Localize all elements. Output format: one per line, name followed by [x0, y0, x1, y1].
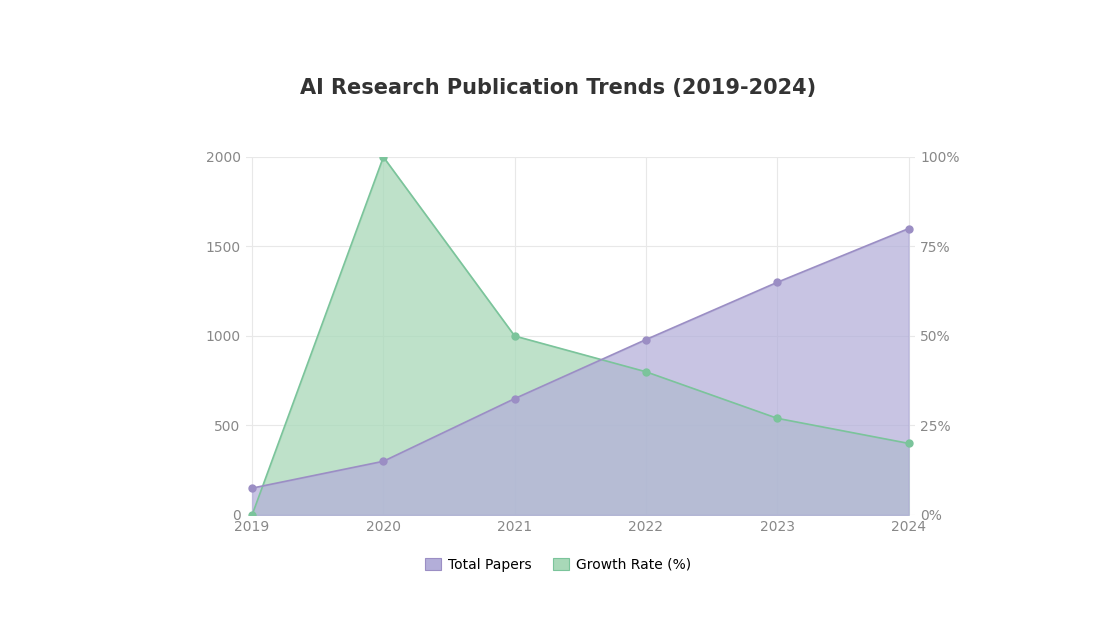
Point [637, 335, 655, 345]
Point [637, 367, 655, 377]
Point [899, 438, 917, 448]
Point [375, 152, 393, 162]
Point [768, 413, 786, 423]
Text: AI Research Publication Trends (2019-2024): AI Research Publication Trends (2019-202… [300, 78, 816, 98]
Point [243, 483, 261, 493]
Legend: Total Papers, Growth Rate (%): Total Papers, Growth Rate (%) [418, 552, 698, 577]
Point [375, 456, 393, 466]
Point [768, 277, 786, 287]
Point [506, 394, 523, 404]
Point [899, 224, 917, 234]
Point [506, 331, 523, 341]
Point [243, 510, 261, 520]
